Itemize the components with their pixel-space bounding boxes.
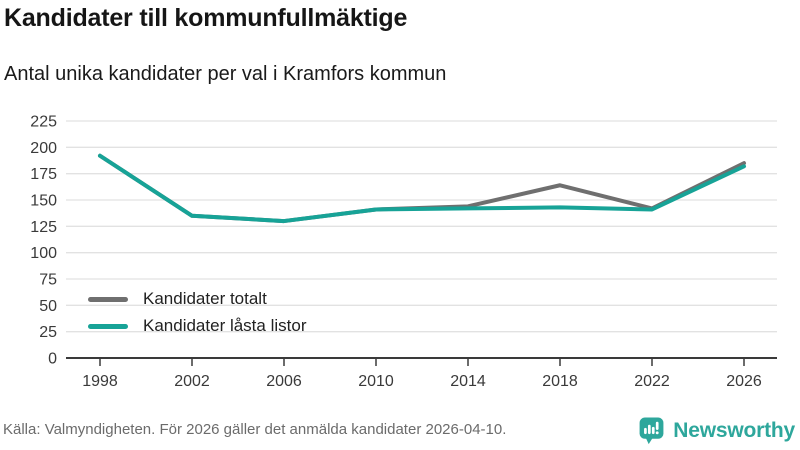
legend-label-lasta-listor: Kandidater låsta listor [143, 316, 307, 335]
y-tick-label: 0 [48, 351, 57, 368]
y-tick-label: 125 [30, 219, 57, 236]
legend-swatch-lasta-listor [88, 323, 128, 329]
source-note: Källa: Valmyndigheten. För 2026 gäller d… [3, 421, 507, 438]
y-tick-label: 100 [30, 245, 57, 262]
y-tick-label: 200 [30, 140, 57, 157]
y-tick-label: 225 [30, 114, 57, 131]
y-tick-label: 75 [39, 272, 57, 289]
x-tick-label: 2006 [266, 373, 302, 390]
chart-legend: Kandidater totalt Kandidater låsta listo… [88, 289, 306, 336]
y-tick-label: 175 [30, 166, 57, 183]
newsworthy-icon [639, 417, 664, 445]
legend-swatch-totalt [88, 296, 128, 302]
newsworthy-logo[interactable]: Newsworthy [637, 416, 795, 445]
chart-subtitle: Antal unika kandidater per val i Kramfor… [4, 63, 447, 85]
y-tick-label: 150 [30, 193, 57, 210]
x-tick-label: 2018 [542, 373, 578, 390]
x-tick-label: 1998 [82, 373, 118, 390]
legend-label-totalt: Kandidater totalt [143, 289, 267, 308]
y-tick-label: 25 [39, 324, 57, 341]
y-tick-label: 50 [39, 298, 57, 315]
x-tick-label: 2010 [358, 373, 394, 390]
x-tick-label: 2022 [634, 373, 670, 390]
legend-item-kandidater-lasta-listor: Kandidater låsta listor [88, 316, 306, 336]
newsworthy-wordmark: Newsworthy [673, 418, 795, 442]
x-tick-label: 2026 [726, 373, 762, 390]
page-title: Kandidater till kommunfullmäktige [4, 4, 408, 32]
x-tick-label: 2002 [174, 373, 210, 390]
legend-item-kandidater-totalt: Kandidater totalt [88, 289, 306, 309]
series-line-lasta-listor [98, 153, 746, 224]
x-tick-label: 2014 [450, 373, 486, 390]
